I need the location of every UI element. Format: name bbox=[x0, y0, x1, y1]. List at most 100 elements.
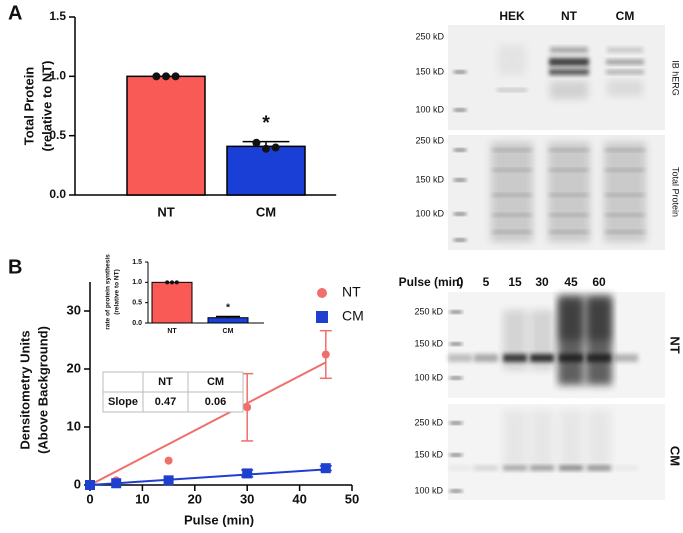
lane-label: 60 bbox=[592, 275, 606, 289]
y-tick-label: 1.0 bbox=[49, 69, 66, 83]
x-axis-label: Pulse (min) bbox=[184, 512, 254, 527]
blot-band bbox=[448, 465, 472, 471]
blot-band bbox=[605, 193, 645, 197]
data-point bbox=[174, 280, 179, 285]
legend-marker bbox=[317, 288, 327, 298]
blot-band bbox=[607, 80, 643, 96]
blot-band bbox=[549, 213, 589, 217]
bar bbox=[207, 317, 249, 324]
data-point bbox=[242, 468, 253, 479]
x-tick-label: NT bbox=[157, 204, 174, 219]
x-tick-label: 30 bbox=[240, 491, 254, 506]
y-tick-label: 0.0 bbox=[49, 187, 66, 201]
x-tick-label: 40 bbox=[292, 491, 306, 506]
blot-band bbox=[549, 168, 589, 172]
blot-band bbox=[550, 81, 588, 99]
blot-band bbox=[606, 59, 644, 65]
blot-band bbox=[448, 354, 472, 362]
legend-label: NT bbox=[342, 284, 361, 300]
y-tick-label: 1.0 bbox=[132, 279, 142, 286]
blot-band bbox=[498, 45, 526, 75]
y-tick-label: 10 bbox=[67, 418, 81, 433]
blot-band bbox=[492, 148, 532, 152]
blot-image bbox=[448, 404, 665, 500]
data-point bbox=[85, 480, 95, 490]
blot-band bbox=[491, 142, 533, 242]
marker-label: 150 kD bbox=[414, 449, 443, 459]
y-axis-label: rate of protein synthesis bbox=[105, 254, 112, 330]
x-tick-label: 20 bbox=[188, 491, 202, 506]
blot-band bbox=[606, 70, 644, 74]
blot-image bbox=[448, 292, 665, 398]
marker-label: 100 kD bbox=[414, 485, 443, 495]
bar bbox=[126, 75, 206, 196]
blot-band bbox=[454, 108, 466, 112]
lane-label: NT bbox=[561, 9, 578, 23]
bar bbox=[226, 145, 306, 196]
blot-panel-label: Total Protein bbox=[671, 167, 681, 217]
blot-band bbox=[474, 354, 498, 362]
data-point bbox=[164, 456, 173, 465]
panel-label: B bbox=[8, 256, 22, 278]
blot-band bbox=[492, 168, 532, 172]
blot-band bbox=[550, 47, 588, 53]
y-tick-label: 20 bbox=[67, 360, 81, 375]
blot-band bbox=[614, 465, 638, 471]
blot-band bbox=[492, 193, 532, 197]
data-point bbox=[152, 72, 161, 81]
marker-label: 250 kD bbox=[414, 306, 443, 316]
y-axis-label: Densitometry Units bbox=[17, 330, 32, 449]
fit-line bbox=[89, 468, 326, 486]
y-tick-label: 30 bbox=[67, 302, 81, 317]
blot-band bbox=[605, 148, 645, 152]
data-point bbox=[252, 138, 261, 147]
blot-band bbox=[549, 230, 589, 234]
marker-label: 250 kD bbox=[415, 135, 444, 145]
data-point bbox=[320, 463, 331, 474]
data-point bbox=[163, 475, 174, 486]
blot-band bbox=[503, 410, 527, 470]
data-point bbox=[243, 403, 252, 412]
lane-header: Pulse (min) bbox=[399, 275, 464, 289]
blot-band bbox=[605, 168, 645, 172]
lane-label: 45 bbox=[564, 275, 578, 289]
data-point bbox=[171, 72, 180, 81]
marker-label: 150 kD bbox=[414, 338, 443, 348]
blot-band bbox=[607, 47, 643, 53]
marker-label: 100 kD bbox=[415, 104, 444, 114]
lane-label: HEK bbox=[499, 9, 525, 23]
y-tick-label: 0 bbox=[74, 476, 81, 491]
legend-marker bbox=[316, 311, 328, 323]
table-cell: 0.06 bbox=[205, 396, 226, 408]
y-tick-label: 0.5 bbox=[49, 128, 66, 142]
table-cell: 0.47 bbox=[155, 396, 176, 408]
blot-band bbox=[614, 354, 638, 362]
blot-band bbox=[605, 213, 645, 217]
blot-band bbox=[503, 310, 527, 370]
blot-band bbox=[549, 69, 589, 75]
blot-band bbox=[454, 70, 466, 74]
x-tick-label: NT bbox=[167, 328, 177, 335]
panel-label: A bbox=[8, 2, 22, 24]
significance-marker: * bbox=[226, 301, 231, 313]
data-point bbox=[170, 280, 174, 285]
table-row-label: Slope bbox=[108, 396, 138, 408]
blot-panel-label: IB hERG bbox=[671, 60, 681, 96]
blot-band bbox=[454, 148, 466, 152]
blot-band bbox=[454, 212, 466, 216]
y-tick-label: 1.5 bbox=[132, 259, 142, 266]
blot-band bbox=[549, 148, 589, 152]
data-point bbox=[165, 280, 170, 285]
y-axis-label: (Above Background) bbox=[35, 326, 50, 454]
blot-band bbox=[454, 238, 466, 242]
blot-band bbox=[559, 300, 583, 340]
blot-band bbox=[450, 489, 462, 493]
lane-label: 0 bbox=[457, 275, 464, 289]
blot-band bbox=[492, 213, 532, 217]
y-tick-label: 0.5 bbox=[132, 300, 142, 307]
blot-band bbox=[605, 230, 645, 234]
blot-panel-label: NT bbox=[668, 336, 683, 353]
x-tick-label: 0 bbox=[86, 491, 93, 506]
marker-label: 150 kD bbox=[415, 174, 444, 184]
